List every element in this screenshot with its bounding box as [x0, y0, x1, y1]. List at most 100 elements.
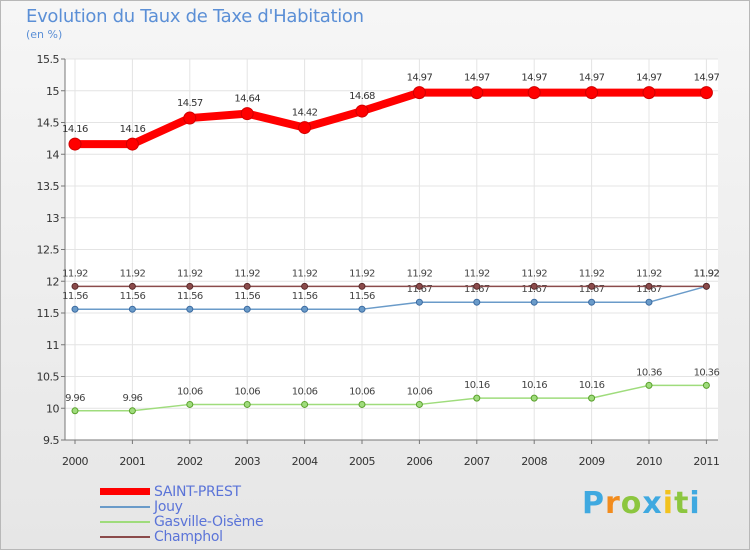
- data-label-champhol: 11.92: [177, 268, 203, 279]
- x-tick-label: 2003: [234, 455, 260, 468]
- data-label-champhol: 11.92: [349, 268, 375, 279]
- data-label-saint-prest: 14.97: [579, 73, 605, 84]
- data-label-gasville-ois-me: 10.36: [636, 367, 662, 378]
- data-point-saint-prest: [585, 86, 599, 100]
- data-label-gasville-ois-me: 9.96: [65, 393, 85, 404]
- y-tick-label: 13.5: [37, 180, 60, 193]
- data-label-saint-prest: 14.68: [349, 91, 375, 102]
- logo-letter: r: [605, 486, 621, 521]
- data-label-saint-prest: 14.97: [636, 73, 662, 84]
- data-point-gasville-ois-me: [473, 394, 481, 402]
- legend-swatch-gasville-oiseme: [100, 520, 150, 523]
- y-tick-label: 10.5: [37, 371, 60, 384]
- data-point-gasville-ois-me: [530, 394, 538, 402]
- data-label-champhol: 11.92: [62, 268, 88, 279]
- x-tick-label: 2000: [62, 455, 88, 468]
- logo-letter: o: [620, 486, 643, 521]
- data-label-jouy: 11.92: [694, 268, 720, 279]
- data-point-champhol: [645, 282, 653, 290]
- data-point-saint-prest: [527, 86, 541, 100]
- data-point-champhol: [588, 282, 596, 290]
- data-point-jouy: [186, 305, 194, 313]
- data-label-gasville-ois-me: 10.16: [464, 380, 490, 391]
- data-label-saint-prest: 14.16: [120, 124, 146, 135]
- data-point-jouy: [358, 305, 366, 313]
- data-point-champhol: [301, 282, 309, 290]
- data-label-jouy: 11.56: [62, 291, 88, 302]
- data-point-gasville-ois-me: [301, 400, 309, 408]
- data-label-champhol: 11.92: [292, 268, 318, 279]
- data-point-gasville-ois-me: [186, 400, 194, 408]
- y-tick-label: 15: [46, 85, 59, 98]
- data-point-champhol: [415, 282, 423, 290]
- x-tick-label: 2009: [579, 455, 605, 468]
- legend-swatch-champhol: [100, 535, 150, 538]
- data-point-gasville-ois-me: [128, 407, 136, 415]
- data-label-saint-prest: 14.64: [234, 94, 260, 105]
- data-label-jouy: 11.56: [234, 291, 260, 302]
- legend-swatch-saint-prest: [100, 488, 150, 495]
- data-point-saint-prest: [125, 137, 139, 151]
- y-tick-label: 11.5: [37, 307, 60, 320]
- data-point-jouy: [71, 305, 79, 313]
- legend-label: Champhol: [154, 528, 223, 545]
- data-point-champhol: [71, 282, 79, 290]
- legend-swatch-jouy: [100, 505, 150, 508]
- data-label-gasville-ois-me: 9.96: [122, 393, 142, 404]
- data-point-jouy: [301, 305, 309, 313]
- data-point-jouy: [415, 298, 423, 306]
- data-point-champhol: [358, 282, 366, 290]
- data-point-gasville-ois-me: [588, 394, 596, 402]
- data-label-saint-prest: 14.57: [177, 98, 203, 109]
- data-point-jouy: [530, 298, 538, 306]
- x-tick-label: 2005: [349, 455, 375, 468]
- x-tick-label: 2011: [693, 455, 719, 468]
- data-point-jouy: [645, 298, 653, 306]
- data-label-jouy: 11.56: [349, 291, 375, 302]
- y-tick-label: 14: [46, 148, 59, 161]
- data-label-champhol: 11.92: [464, 268, 490, 279]
- data-point-saint-prest: [183, 111, 197, 125]
- y-tick-label: 11: [46, 339, 59, 352]
- series-line-jouy: [75, 285, 707, 310]
- data-label-champhol: 11.92: [579, 268, 605, 279]
- data-point-gasville-ois-me: [243, 400, 251, 408]
- data-point-champhol: [473, 282, 481, 290]
- y-tick-label: 12.5: [37, 244, 60, 257]
- data-label-gasville-ois-me: 10.06: [292, 386, 318, 397]
- y-tick-label: 12: [46, 275, 59, 288]
- data-point-gasville-ois-me: [702, 381, 710, 389]
- legend: SAINT-PREST Jouy Gasville-Oisème Champho…: [100, 483, 264, 545]
- y-tick-label: 10: [46, 402, 59, 415]
- legend-label: Jouy: [154, 498, 183, 515]
- data-point-champhol: [530, 282, 538, 290]
- data-label-gasville-ois-me: 10.16: [579, 380, 605, 391]
- data-label-champhol: 11.92: [694, 268, 720, 279]
- legend-item-jouy: Jouy: [100, 498, 263, 515]
- data-label-saint-prest: 14.16: [62, 124, 88, 135]
- logo-letter: x: [642, 486, 663, 521]
- legend-label: Gasville-Oisème: [154, 513, 264, 530]
- series-line-gasville-ois-me: [75, 384, 707, 412]
- data-point-champhol: [243, 282, 251, 290]
- data-point-saint-prest: [412, 86, 426, 100]
- data-label-jouy: 11.56: [120, 291, 146, 302]
- data-point-champhol: [702, 282, 710, 290]
- data-label-gasville-ois-me: 10.06: [177, 386, 203, 397]
- y-tick-label: 15.5: [37, 53, 60, 66]
- data-label-saint-prest: 14.97: [694, 73, 720, 84]
- series-line-saint-prest: [75, 88, 707, 149]
- logo-letter: i: [662, 486, 675, 521]
- data-point-saint-prest: [470, 86, 484, 100]
- x-tick-label: 2007: [464, 455, 490, 468]
- data-point-gasville-ois-me: [358, 400, 366, 408]
- data-label-gasville-ois-me: 10.06: [349, 386, 375, 397]
- data-label-saint-prest: 14.42: [292, 108, 318, 119]
- data-point-champhol: [128, 282, 136, 290]
- data-label-champhol: 11.92: [407, 268, 433, 279]
- data-point-saint-prest: [699, 86, 713, 100]
- data-label-saint-prest: 14.97: [521, 73, 547, 84]
- legend-label: SAINT-PREST: [154, 483, 241, 500]
- data-point-saint-prest: [240, 107, 254, 121]
- data-label-champhol: 11.92: [636, 268, 662, 279]
